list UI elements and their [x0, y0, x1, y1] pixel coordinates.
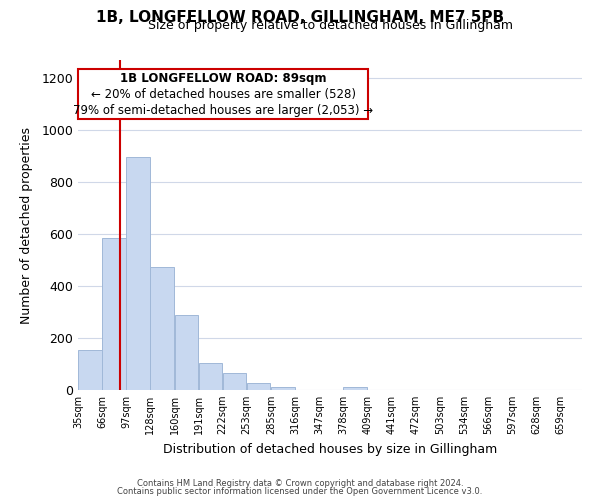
Bar [343, 388, 367, 390]
Text: 1B LONGFELLOW ROAD: 89sqm: 1B LONGFELLOW ROAD: 89sqm [120, 72, 326, 85]
FancyBboxPatch shape [79, 68, 368, 119]
Bar [126, 158, 149, 390]
Bar [102, 238, 126, 390]
Text: Contains public sector information licensed under the Open Government Licence v3: Contains public sector information licen… [118, 487, 482, 496]
Text: 1B, LONGFELLOW ROAD, GILLINGHAM, ME7 5PB: 1B, LONGFELLOW ROAD, GILLINGHAM, ME7 5PB [96, 10, 504, 25]
Text: 79% of semi-detached houses are larger (2,053) →: 79% of semi-detached houses are larger (… [73, 104, 373, 117]
Bar [150, 268, 173, 390]
Bar [223, 373, 247, 390]
Bar [271, 388, 295, 390]
Bar [199, 362, 223, 390]
X-axis label: Distribution of detached houses by size in Gillingham: Distribution of detached houses by size … [163, 442, 497, 456]
Text: ← 20% of detached houses are smaller (528): ← 20% of detached houses are smaller (52… [91, 88, 356, 101]
Bar [175, 314, 199, 390]
Bar [247, 382, 270, 390]
Y-axis label: Number of detached properties: Number of detached properties [20, 126, 33, 324]
Title: Size of property relative to detached houses in Gillingham: Size of property relative to detached ho… [148, 20, 512, 32]
Bar [78, 350, 102, 390]
Text: Contains HM Land Registry data © Crown copyright and database right 2024.: Contains HM Land Registry data © Crown c… [137, 478, 463, 488]
